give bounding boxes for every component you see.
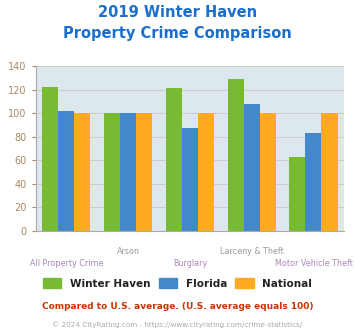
Text: Property Crime Comparison: Property Crime Comparison <box>63 26 292 41</box>
Bar <box>228 79 244 231</box>
Bar <box>104 113 120 231</box>
Text: All Property Crime: All Property Crime <box>29 259 103 268</box>
Legend: Winter Haven, Florida, National: Winter Haven, Florida, National <box>38 274 317 293</box>
Bar <box>260 113 276 231</box>
Text: © 2024 CityRating.com - https://www.cityrating.com/crime-statistics/: © 2024 CityRating.com - https://www.city… <box>53 322 302 328</box>
Bar <box>42 87 58 231</box>
Bar <box>120 113 136 231</box>
Bar <box>58 111 75 231</box>
Bar <box>182 128 198 231</box>
Text: Larceny & Theft: Larceny & Theft <box>220 248 284 256</box>
Bar <box>305 133 322 231</box>
Bar <box>244 104 260 231</box>
Bar <box>289 157 305 231</box>
Text: Motor Vehicle Theft: Motor Vehicle Theft <box>274 259 353 268</box>
Text: Arson: Arson <box>117 248 140 256</box>
Bar <box>166 88 182 231</box>
Text: 2019 Winter Haven: 2019 Winter Haven <box>98 5 257 20</box>
Bar <box>136 113 152 231</box>
Bar <box>198 113 214 231</box>
Text: Compared to U.S. average. (U.S. average equals 100): Compared to U.S. average. (U.S. average … <box>42 302 313 311</box>
Bar <box>75 113 91 231</box>
Text: Burglary: Burglary <box>173 259 207 268</box>
Bar <box>322 113 338 231</box>
